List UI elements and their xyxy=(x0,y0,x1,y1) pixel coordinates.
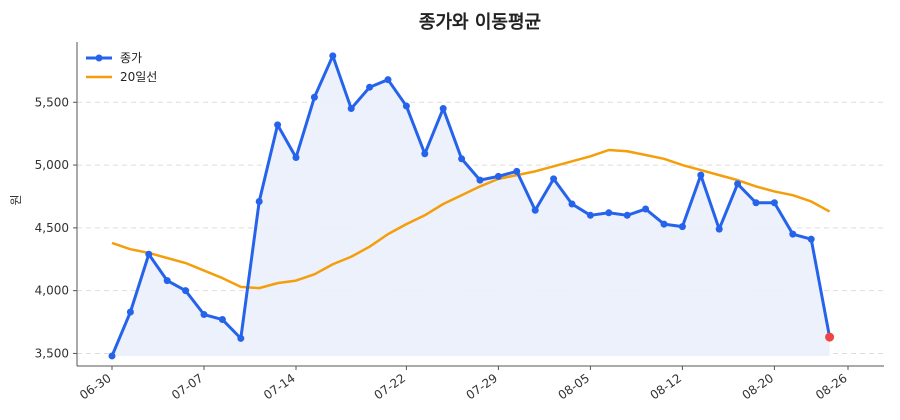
ma20-line xyxy=(111,148,831,290)
close-point xyxy=(697,171,705,179)
y-tick-label: 4,000 xyxy=(35,284,69,298)
close-point xyxy=(145,250,153,258)
close-point xyxy=(421,150,429,158)
close-point xyxy=(366,83,374,91)
legend-close-label: 종가 xyxy=(120,51,142,65)
close-point xyxy=(402,102,410,110)
close-point xyxy=(218,316,226,324)
close-point xyxy=(568,200,576,208)
close-point xyxy=(200,311,208,319)
x-tick-label: 07-07 xyxy=(169,371,206,402)
legend-close-marker xyxy=(95,54,103,62)
x-tick-label: 07-14 xyxy=(261,371,298,402)
close-point xyxy=(734,180,742,188)
close-point xyxy=(605,209,613,217)
y-tick-label: 5,500 xyxy=(35,95,69,109)
close-line xyxy=(110,54,832,357)
x-tick-label: 06-30 xyxy=(77,371,114,402)
close-point xyxy=(531,206,539,214)
close-point xyxy=(458,155,466,163)
close-point xyxy=(770,199,778,207)
x-tick-label: 08-26 xyxy=(813,371,850,402)
close-point xyxy=(513,167,521,175)
close-area xyxy=(112,55,830,356)
close-point xyxy=(660,220,668,228)
close-point xyxy=(310,93,318,101)
close-point xyxy=(292,154,300,162)
series-lines xyxy=(110,54,832,357)
chart-title: 종가와 이동평균 xyxy=(419,12,541,33)
x-tick-label: 08-12 xyxy=(648,371,685,402)
close-point xyxy=(347,105,355,113)
x-tick-label: 08-05 xyxy=(556,371,593,402)
close-point xyxy=(126,308,134,316)
close-point xyxy=(439,105,447,113)
close-point xyxy=(715,225,723,233)
close-point xyxy=(108,352,116,360)
close-point xyxy=(807,235,815,243)
close-point xyxy=(237,334,245,342)
close-point xyxy=(494,172,502,180)
close-point xyxy=(476,176,484,184)
close-point xyxy=(163,277,171,285)
x-tick-label: 08-20 xyxy=(740,371,777,402)
close-point xyxy=(678,223,686,231)
y-axis-label: 원 xyxy=(9,194,23,205)
close-point xyxy=(752,199,760,207)
close-point xyxy=(789,230,797,238)
close-point xyxy=(329,52,337,60)
close-point xyxy=(384,76,392,84)
y-ticks: 3,500 4,000 4,500 5,000 5,500 xyxy=(35,95,77,360)
close-point xyxy=(642,205,650,213)
axes xyxy=(76,42,884,367)
y-tick-label: 4,500 xyxy=(35,221,69,235)
close-point xyxy=(182,287,190,295)
legend-ma20-label: 20일선 xyxy=(120,70,157,84)
close-point xyxy=(623,211,631,219)
close-point xyxy=(274,121,282,129)
x-ticks: 06-30 07-07 07-14 07-22 07-29 08-05 08-12 08-20… xyxy=(77,366,850,402)
close-point xyxy=(255,197,263,205)
close-point xyxy=(550,175,558,183)
y-tick-label: 3,500 xyxy=(35,346,69,360)
x-tick-label: 07-22 xyxy=(372,371,409,402)
x-tick-label: 07-29 xyxy=(464,371,501,402)
y-tick-label: 5,000 xyxy=(35,158,69,172)
close-area-fill xyxy=(112,55,830,356)
close-point xyxy=(586,211,594,219)
legend: 종가 20일선 xyxy=(86,51,157,84)
series-points xyxy=(108,52,835,360)
close-last-point xyxy=(825,332,835,342)
